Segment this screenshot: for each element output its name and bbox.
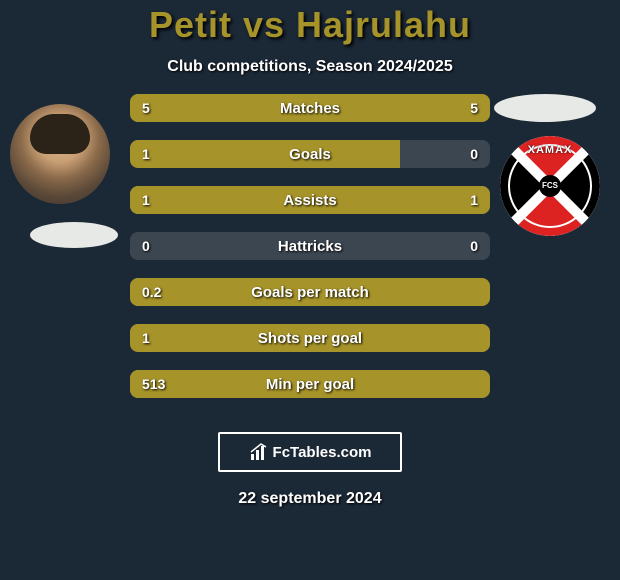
brand-text: FcTables.com	[273, 444, 372, 461]
club-right-logo-text: XAMAX	[500, 144, 600, 156]
players-area: XAMAX FCS 5Matches5 1Goals0 1Assists1 0Hatt…	[0, 94, 620, 414]
stat-row-layer: 0.2Goals per match	[130, 278, 490, 306]
stat-row-layer: 1Shots per goal	[130, 324, 490, 352]
date: 22 september 2024	[0, 490, 620, 508]
stat-row: 1Shots per goal	[130, 324, 490, 352]
stat-row-layer: 5Matches5	[130, 94, 490, 122]
stat-label: Min per goal	[130, 376, 490, 393]
club-right-logo: XAMAX FCS	[500, 136, 600, 236]
stat-row: 0Hattricks0	[130, 232, 490, 260]
brand-badge: FcTables.com	[218, 432, 402, 472]
stat-row-layer: 513Min per goal	[130, 370, 490, 398]
stat-label: Goals	[130, 146, 490, 163]
stat-label: Matches	[130, 100, 490, 117]
stats-list: 5Matches5 1Goals0 1Assists1 0Hattricks0 0.2G…	[130, 94, 490, 416]
stat-row: 513Min per goal	[130, 370, 490, 398]
stat-row-layer: 1Goals0	[130, 140, 490, 168]
stat-row: 0.2Goals per match	[130, 278, 490, 306]
chart-icon	[249, 442, 269, 462]
stat-row: 1Assists1	[130, 186, 490, 214]
subtitle: Club competitions, Season 2024/2025	[0, 58, 620, 76]
page-title: Petit vs Hajrulahu	[0, 0, 620, 46]
club-right-logo-sub: FCS	[539, 175, 561, 197]
stat-row-layer: 1Assists1	[130, 186, 490, 214]
stat-row-layer: 0Hattricks0	[130, 232, 490, 260]
stat-label: Assists	[130, 192, 490, 209]
comparison-card: Petit vs Hajrulahu Club competitions, Se…	[0, 0, 620, 580]
stat-label: Hattricks	[130, 238, 490, 255]
player-left-avatar	[10, 104, 110, 204]
stat-label: Shots per goal	[130, 330, 490, 347]
club-right-badge-placeholder	[494, 94, 596, 122]
stat-row: 5Matches5	[130, 94, 490, 122]
club-left-badge	[30, 222, 118, 248]
stat-row: 1Goals0	[130, 140, 490, 168]
stat-label: Goals per match	[130, 284, 490, 301]
